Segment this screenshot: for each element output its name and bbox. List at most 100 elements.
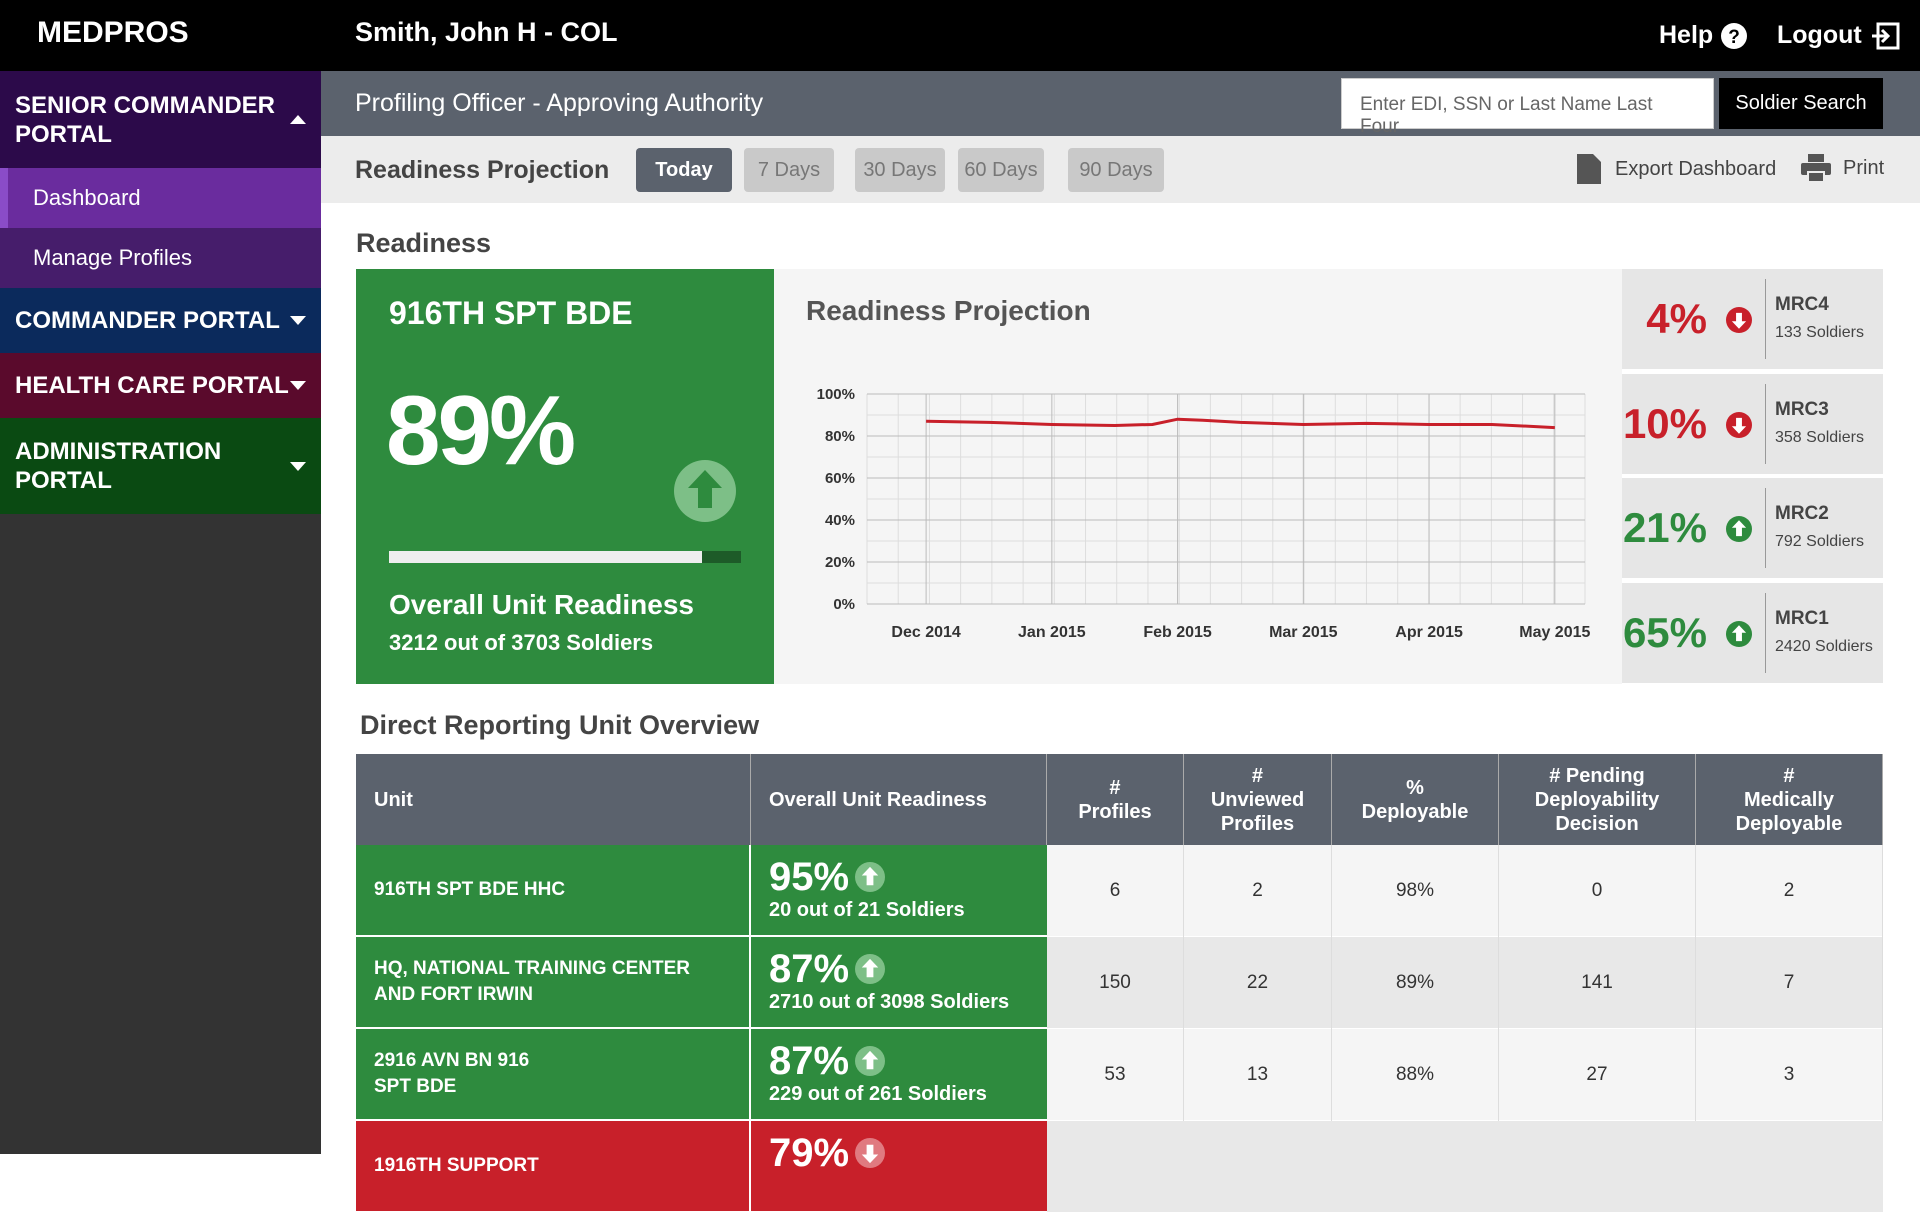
range-button[interactable]: 90 Days <box>1068 148 1164 192</box>
sidebar-section[interactable]: COMMANDER PORTAL <box>0 288 321 353</box>
range-button[interactable]: 7 Days <box>744 148 834 192</box>
table-cell: 6 <box>1047 845 1184 937</box>
readiness-percent: 95% <box>769 855 850 899</box>
readiness-line: 87% <box>769 1041 1029 1081</box>
x-tick-label: Mar 2015 <box>1269 624 1338 641</box>
x-tick-label: Jan 2015 <box>1018 624 1086 641</box>
trend-icon <box>1726 516 1752 542</box>
column-header: % Deployable <box>1332 754 1499 845</box>
divider <box>1765 593 1766 673</box>
sidebar-link-label: Manage Profiles <box>33 245 192 270</box>
unit-name: HQ, NATIONAL TRAINING CENTER AND FORT IR… <box>374 958 690 1005</box>
column-header: # Pending Deployability Decision <box>1499 754 1696 845</box>
readiness-cell: 87% 229 out of 261 Soldiers <box>751 1029 1047 1121</box>
export[interactable]: Export Dashboard <box>1577 154 1776 184</box>
y-tick-label: 40% <box>825 512 855 529</box>
table-cell: 141 <box>1499 937 1696 1029</box>
sidebar-link[interactable]: Manage Profiles <box>0 228 321 288</box>
unit-cell: HQ, NATIONAL TRAINING CENTER AND FORT IR… <box>356 937 751 1029</box>
readiness-soldiers: 20 out of 21 Soldiers <box>769 899 965 921</box>
print-text: Print <box>1843 156 1885 179</box>
divider <box>1765 488 1766 568</box>
readiness-line: 87% <box>769 949 1029 989</box>
sidebar-label: HEALTH CARE PORTAL <box>15 371 289 399</box>
mrc-percent: 10% <box>1622 400 1707 447</box>
table-heading: Direct Reporting Unit Overview <box>360 710 760 740</box>
table-cell: 3 <box>1696 1029 1883 1121</box>
readiness-soldiers: 3212 out of 3703 Soldiers <box>389 630 654 655</box>
sidebar-section[interactable]: HEALTH CARE PORTAL <box>0 353 321 418</box>
mrc-name: MRC3 <box>1775 399 1829 420</box>
unit-name: 2916 AVN BN 916 SPT BDE <box>374 1050 530 1097</box>
column-header: # Medically Deployable <box>1696 754 1883 845</box>
progress-bar <box>389 551 703 563</box>
table-cell: 98% <box>1332 845 1499 937</box>
divider <box>1765 279 1766 359</box>
mrc-box: 65% MRC1 2420 Soldiers <box>1622 583 1883 683</box>
mrc-soldiers: 358 Soldiers <box>1775 429 1864 446</box>
y-tick-label: 60% <box>825 470 855 487</box>
mrc-soldiers: 792 Soldiers <box>1775 533 1864 550</box>
table-cell: 7 <box>1696 937 1883 1029</box>
caret <box>290 381 306 390</box>
caret <box>290 461 306 471</box>
table-cell: 22 <box>1184 937 1332 1029</box>
range-button[interactable]: 60 Days <box>958 148 1044 192</box>
mrc-percent: 4% <box>1646 295 1707 342</box>
x-tick-label: Apr 2015 <box>1395 624 1463 641</box>
mrc-percent: 65% <box>1622 609 1707 656</box>
mrc-box: 4% MRC4 133 Soldiers <box>1622 269 1883 369</box>
table-cell: 53 <box>1047 1029 1184 1121</box>
caret <box>290 115 306 124</box>
table-cell: 2 <box>1696 845 1883 937</box>
column-header: # Profiles <box>1047 754 1184 845</box>
sidebar-link-label: Dashboard <box>33 185 141 210</box>
mrc-box: 10% MRC3 358 Soldiers <box>1622 374 1883 474</box>
export-icon <box>1577 154 1601 184</box>
print[interactable]: Print <box>1801 154 1884 182</box>
sidebar-link[interactable]: Dashboard <box>0 168 321 228</box>
user-name: Smith, John H - COL <box>355 17 618 47</box>
readiness-percent: 89% <box>386 375 576 485</box>
x-tick-label: Feb 2015 <box>1143 624 1212 641</box>
search-input[interactable]: Enter EDI, SSN or Last Name Last Four <box>1341 78 1714 137</box>
sidebar-section[interactable]: SENIOR COMMANDER PORTAL <box>0 71 321 168</box>
search-button[interactable]: Soldier Search <box>1719 78 1883 129</box>
readiness-line: 95% <box>769 857 1029 897</box>
caret <box>290 316 306 325</box>
sub-header: Profiling Officer - Approving Authority … <box>321 71 1920 137</box>
row-bg <box>1047 1029 1883 1121</box>
section-heading: Readiness <box>356 228 492 258</box>
help[interactable]: Help ? <box>1659 21 1748 50</box>
readiness-soldiers: 229 out of 261 Soldiers <box>769 1083 987 1105</box>
divider <box>1765 384 1766 464</box>
unit-name: 1916TH SUPPORT <box>374 1155 539 1176</box>
table-cell: 88% <box>1332 1029 1499 1121</box>
table-cell: 0 <box>1499 845 1696 937</box>
range-button[interactable]: Today <box>636 148 732 192</box>
column-header: Overall Unit Readiness <box>751 754 1047 845</box>
unit-cell: 2916 AVN BN 916 SPT BDE <box>356 1029 751 1121</box>
chart-title: Readiness Projection <box>806 295 1091 326</box>
sidebar-label: ADMINISTRATION PORTAL <box>15 438 222 494</box>
readiness-percent: 79% <box>769 1131 850 1175</box>
range-button[interactable]: 30 Days <box>855 148 945 192</box>
readiness-card: 916TH SPT BDE 89% Overall Unit Readiness… <box>356 269 774 684</box>
logout[interactable]: Logout <box>1777 21 1900 50</box>
column-header: # Unviewed Profiles <box>1184 754 1332 845</box>
readiness-cell: 87% 2710 out of 3098 Soldiers <box>751 937 1047 1029</box>
top-bar: MEDPROS Smith, John H - COL Help ? Logou… <box>0 0 1920 71</box>
y-tick-label: 0% <box>833 596 855 613</box>
help-text: Help <box>1659 21 1714 49</box>
mrc-box: 21% MRC2 792 Soldiers <box>1622 478 1883 578</box>
readiness-soldiers: 2710 out of 3098 Soldiers <box>769 991 1010 1013</box>
logout-text: Logout <box>1777 21 1862 49</box>
help-icon: ? <box>1721 22 1748 49</box>
sidebar-section[interactable]: ADMINISTRATION PORTAL <box>0 418 321 514</box>
mrc-percent: 21% <box>1622 504 1707 551</box>
role: Profiling Officer - Approving Authority <box>355 89 764 117</box>
readiness-cell: 95% 20 out of 21 Soldiers <box>751 845 1047 937</box>
mrc-name: MRC2 <box>1775 503 1829 524</box>
readiness-percent: 87% <box>769 1039 850 1083</box>
